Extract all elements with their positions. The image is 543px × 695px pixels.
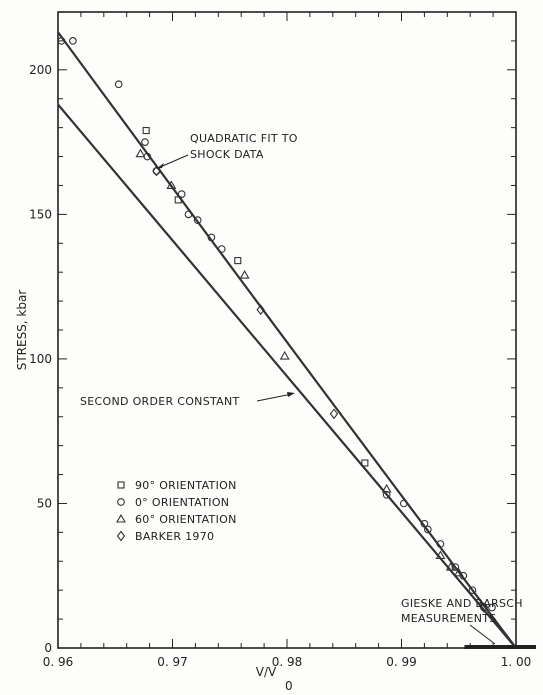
y-tick-label: 50 [37, 496, 52, 510]
data-point-circle [423, 525, 432, 534]
data-point-square [174, 196, 182, 204]
data-point-triangle [381, 483, 392, 493]
annotation-arrow-quadratic [157, 154, 189, 169]
axis-ticks [57, 11, 517, 649]
x-tick-label: 0. 97 [157, 655, 188, 669]
data-point-diamond [116, 530, 126, 542]
legend-label: 60° ORIENTATION [135, 513, 237, 526]
y-tick-label: 200 [29, 63, 52, 77]
data-point-circle [217, 245, 226, 253]
data-point-triangle [445, 561, 456, 571]
annotation-second-order: SECOND ORDER CONSTANT [80, 395, 240, 408]
x-tick-label: 0. 99 [386, 655, 417, 669]
legend: 90° ORIENTATION 0° ORIENTATION 60° ORIENTA… [116, 479, 237, 543]
data-point-circle [117, 498, 125, 506]
data-point-circle [57, 37, 66, 45]
data-point-triangle [116, 513, 126, 523]
annotation-arrowhead-second-order [287, 392, 295, 397]
x-axis-title-subscript: 0 [285, 679, 293, 693]
annotation-quadratic-fit: QUADRATIC FIT TO [190, 132, 298, 145]
data-point-circle [184, 210, 193, 219]
data-point-circle [141, 138, 149, 146]
annotation-gieske-barsch: GIESKE AND BARSCH [401, 597, 523, 610]
axis-titles: STRESS, kbar V/V 0 [15, 290, 293, 693]
data-point-diamond [256, 304, 265, 316]
data-point-square [117, 481, 125, 489]
quadratic-fit-line [57, 31, 517, 649]
y-tick-label: 100 [29, 352, 52, 366]
data-point-triangle [135, 148, 146, 158]
annotation-arrow-gieske [469, 624, 496, 645]
data-point-circle [69, 37, 77, 45]
data-point-square [361, 459, 369, 467]
annotation-arrowhead-quadratic [156, 163, 164, 169]
second-order-constant-line [57, 103, 517, 649]
data-point-diamond [152, 165, 161, 177]
legend-label: 0° ORIENTATION [135, 496, 229, 509]
data-markers [57, 37, 496, 613]
fit-lines [57, 31, 536, 649]
y-tick-label: 0 [44, 641, 52, 655]
plot-frame [57, 11, 517, 649]
data-point-triangle [453, 567, 464, 577]
x-tick-label: 0. 96 [43, 655, 74, 669]
data-point-circle [193, 216, 202, 224]
y-axis-title: STRESS, kbar [15, 290, 29, 371]
data-point-triangle [435, 550, 446, 560]
annotation-quadratic-fit: SHOCK DATA [190, 148, 264, 161]
data-point-circle [207, 233, 216, 242]
data-point-circle [488, 603, 496, 612]
data-point-diamond [329, 408, 339, 420]
data-point-circle [468, 586, 477, 595]
legend-label: BARKER 1970 [135, 530, 214, 543]
x-tick-label: 0. 98 [272, 655, 303, 669]
data-point-triangle [239, 269, 250, 279]
data-point-circle [420, 519, 429, 528]
data-point-circle [114, 80, 123, 89]
x-tick-label: 1. 00 [501, 655, 532, 669]
plot-border [57, 11, 517, 649]
data-point-circle [177, 190, 186, 198]
annotation-arrow-second-order [256, 393, 293, 402]
legend-label: 90° ORIENTATION [135, 479, 237, 492]
data-point-circle [399, 499, 408, 508]
y-tick-label: 150 [29, 207, 52, 221]
annotation-gieske-barsch: MEASUREMENTS [401, 612, 497, 625]
data-point-square [234, 257, 242, 265]
annotations: QUADRATIC FIT TO SHOCK DATA SECOND ORDER C… [80, 132, 523, 645]
data-point-diamond [479, 602, 489, 613]
data-point-square [142, 126, 150, 135]
data-point-triangle [166, 180, 177, 190]
axis-tick-labels: 0. 96 0. 97 0. 98 0. 99 1. 00 0 50 100 150 200 [29, 63, 531, 669]
data-point-circle [436, 540, 445, 548]
data-point-triangle [279, 350, 290, 360]
x-axis-title: V/V [256, 665, 277, 679]
